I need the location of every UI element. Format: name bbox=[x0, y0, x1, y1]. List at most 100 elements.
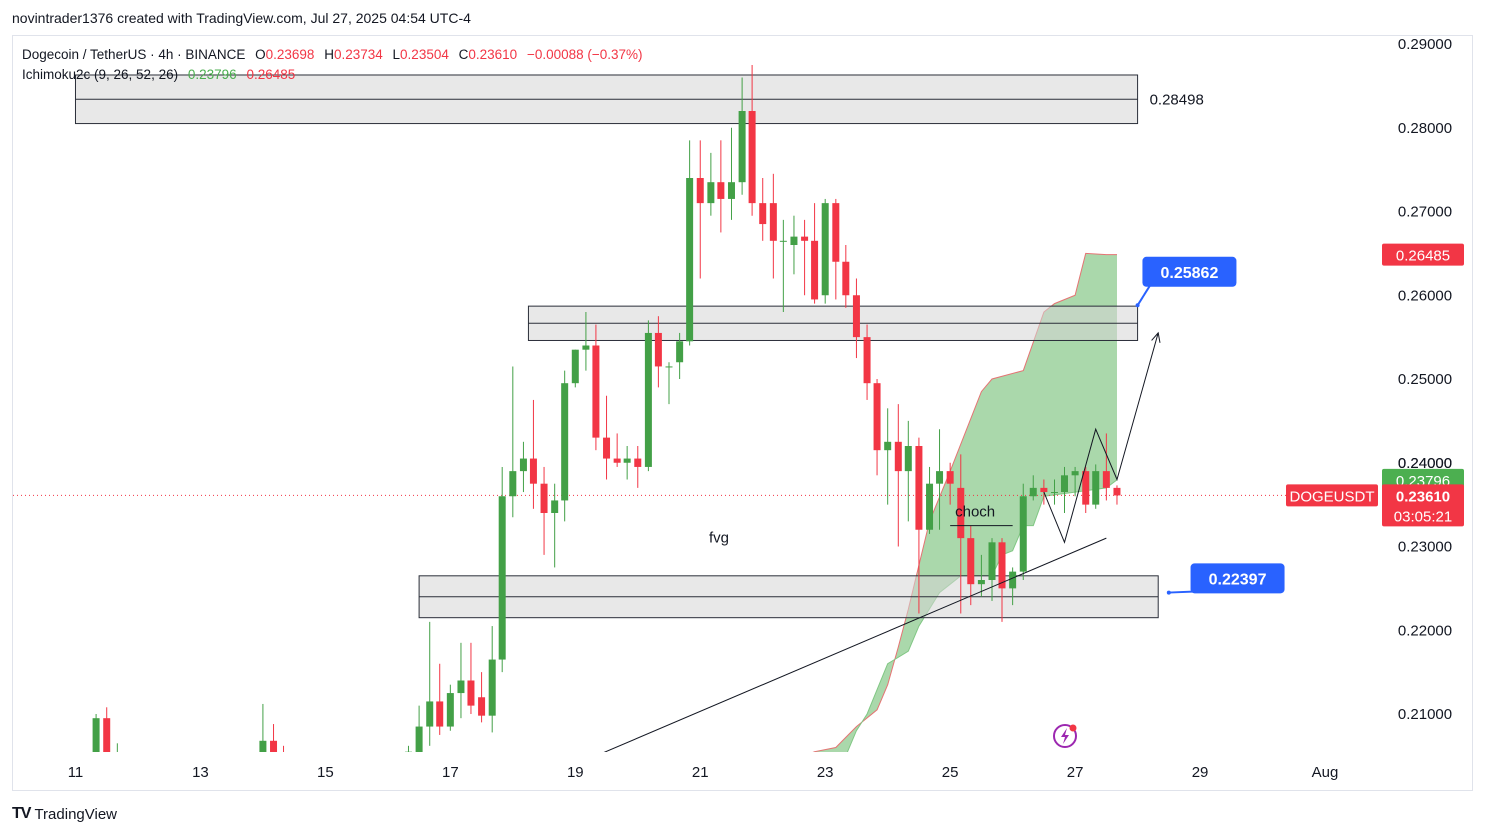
candle-body-7 bbox=[415, 726, 423, 752]
lead-b-badge bbox=[1382, 243, 1464, 266]
candle-body-59 bbox=[957, 487, 965, 539]
lightning-icon-bolt bbox=[1061, 728, 1069, 744]
plot-area: fvg choch bbox=[13, 64, 1375, 757]
candle-body-17 bbox=[519, 458, 527, 472]
choch-label: choch bbox=[955, 503, 995, 520]
legend-open-label: O bbox=[255, 47, 266, 62]
tradingview-logo-icon[interactable]: TV bbox=[12, 805, 31, 822]
candle-body-71 bbox=[1082, 471, 1090, 505]
candle-body-23 bbox=[582, 345, 590, 350]
candle-body-45 bbox=[811, 240, 819, 300]
candle-body-11 bbox=[457, 680, 465, 694]
x-tick-label-9: 29 bbox=[1192, 764, 1209, 781]
legend-high-label: H bbox=[324, 47, 334, 62]
candle-body-66 bbox=[1029, 487, 1037, 497]
legend-symbol[interactable]: Dogecoin / TetherUS · 4h · BINANCE bbox=[22, 47, 246, 62]
candle-body-54 bbox=[904, 446, 912, 472]
target-callout-text-1: 0.22397 bbox=[1209, 571, 1267, 588]
candle-body-43 bbox=[790, 236, 798, 245]
candle-body-32 bbox=[676, 341, 684, 363]
projection-arrowhead bbox=[1151, 331, 1161, 343]
candle-body-24 bbox=[592, 345, 600, 438]
candle-body-41 bbox=[769, 203, 777, 241]
candle-body-73 bbox=[1102, 471, 1110, 488]
target-callout-0: 0.25862 bbox=[1135, 256, 1237, 308]
candle-body-1 bbox=[103, 718, 111, 752]
candle-body-60 bbox=[967, 538, 975, 585]
lead-b-badge-text: 0.26485 bbox=[1396, 248, 1450, 265]
candle-body-68 bbox=[1050, 492, 1058, 494]
chart-legend: Dogecoin / TetherUS · 4h · BINANCE O 0.23… bbox=[22, 45, 643, 85]
candle-body-47 bbox=[832, 203, 840, 262]
legend-indicator[interactable]: Ichimoku2c (9, 26, 52, 26) bbox=[22, 67, 179, 82]
x-tick-label-3: 17 bbox=[442, 764, 459, 781]
candle-body-42 bbox=[779, 240, 787, 242]
candle-body-33 bbox=[686, 178, 694, 342]
candle-body-14 bbox=[488, 659, 496, 716]
x-tick-label-10: Aug bbox=[1312, 764, 1339, 781]
candle-body-30 bbox=[654, 332, 662, 367]
candle-body-67 bbox=[1040, 487, 1048, 493]
candle-body-69 bbox=[1060, 475, 1068, 493]
x-tick-label-5: 21 bbox=[692, 764, 709, 781]
y-tick-label-2: 0.23000 bbox=[1398, 539, 1452, 556]
candle-body-38 bbox=[738, 111, 746, 183]
target-callout-box-1 bbox=[1190, 563, 1285, 594]
lightning-icon[interactable] bbox=[1053, 724, 1077, 748]
candle-body-48 bbox=[842, 261, 850, 296]
candle-body-6 bbox=[404, 751, 412, 752]
candle-body-28 bbox=[634, 458, 642, 467]
candle-body-22 bbox=[571, 349, 579, 384]
x-tick-label-7: 25 bbox=[942, 764, 959, 781]
candle-body-52 bbox=[884, 441, 892, 451]
target-callout-dot-0 bbox=[1135, 303, 1140, 308]
legend-change: −0.00088 (−0.37%) bbox=[526, 47, 643, 62]
candle-body-51 bbox=[873, 383, 881, 451]
legend-symbol-row: Dogecoin / TetherUS · 4h · BINANCE O 0.23… bbox=[22, 45, 643, 65]
symbol-badge-text: DOGEUSDT bbox=[1289, 488, 1374, 505]
candle-body-10 bbox=[446, 693, 454, 727]
candle-body-40 bbox=[759, 203, 767, 225]
candle-body-62 bbox=[988, 542, 996, 580]
candle-body-36 bbox=[717, 182, 725, 199]
y-tick-hidden: 0.24000 bbox=[1398, 455, 1452, 472]
y-tick-label-0: 0.21000 bbox=[1398, 706, 1452, 723]
chart-frame bbox=[12, 35, 1473, 791]
candle-body-13 bbox=[478, 697, 486, 716]
candle-body-16 bbox=[509, 471, 517, 497]
zone-price-label: 0.28498 bbox=[1150, 91, 1204, 108]
candle-body-29 bbox=[644, 332, 652, 467]
candle-body-18 bbox=[529, 458, 537, 484]
x-tick-label-0: 11 bbox=[68, 764, 84, 781]
candle-body-27 bbox=[623, 458, 631, 463]
candle-body-35 bbox=[707, 182, 715, 204]
candle-body-2 bbox=[114, 756, 121, 757]
candle-body-72 bbox=[1092, 471, 1100, 505]
candle-body-74 bbox=[1113, 487, 1121, 496]
candle-body-46 bbox=[821, 203, 829, 296]
candle-body-56 bbox=[926, 483, 934, 530]
footer-brand[interactable]: TradingView bbox=[34, 805, 117, 823]
candle-body-53 bbox=[894, 441, 902, 472]
candle-body-37 bbox=[727, 182, 735, 199]
legend-high: 0.23734 bbox=[333, 47, 383, 62]
y-tick-label-5: 0.26000 bbox=[1398, 287, 1452, 304]
legend-indicator-row: Ichimoku2c (9, 26, 52, 26) 0.23796 0.264… bbox=[22, 65, 643, 85]
lightning-icon-dot bbox=[1069, 724, 1077, 732]
symbol-badge bbox=[1286, 484, 1378, 507]
y-tick-label-1: 0.22000 bbox=[1398, 622, 1452, 639]
candle-body-55 bbox=[915, 446, 923, 530]
y-tick-label-7: 0.28000 bbox=[1398, 120, 1452, 137]
candle-body-50 bbox=[863, 337, 871, 384]
countdown-text: 03:05:21 bbox=[1394, 508, 1452, 525]
legend-low-label: L bbox=[392, 47, 401, 62]
x-tick-label-1: 13 bbox=[192, 764, 209, 781]
x-tick-label-2: 15 bbox=[317, 764, 334, 781]
x-tick-label-6: 23 bbox=[817, 764, 834, 781]
candle-body-49 bbox=[852, 295, 860, 338]
candle-body-21 bbox=[561, 383, 569, 501]
target-callout-text-0: 0.25862 bbox=[1161, 265, 1219, 282]
lightning-icon-ring bbox=[1053, 724, 1077, 748]
candle-body-3 bbox=[259, 740, 267, 752]
